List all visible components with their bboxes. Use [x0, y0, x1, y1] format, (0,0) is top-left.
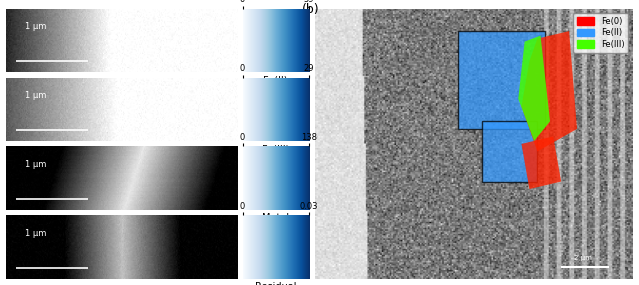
Polygon shape [521, 137, 561, 189]
Text: 2 μm: 2 μm [574, 255, 592, 261]
FancyBboxPatch shape [458, 31, 545, 129]
Text: 1 μm: 1 μm [25, 22, 46, 31]
Polygon shape [521, 31, 577, 151]
Text: 1 μm: 1 μm [25, 91, 46, 100]
Polygon shape [518, 36, 550, 141]
Legend: Fe(0), Fe(II), Fe(III): Fe(0), Fe(II), Fe(III) [573, 13, 628, 53]
X-axis label: Fe(II): Fe(II) [263, 75, 288, 85]
FancyBboxPatch shape [482, 121, 537, 182]
Text: 1 μm: 1 μm [25, 160, 46, 169]
Text: (b): (b) [302, 3, 320, 16]
X-axis label: Metal: Metal [262, 213, 289, 223]
Text: 1 μm: 1 μm [25, 229, 46, 238]
X-axis label: Residual: Residual [255, 282, 296, 285]
X-axis label: Fe(III): Fe(III) [262, 144, 289, 154]
